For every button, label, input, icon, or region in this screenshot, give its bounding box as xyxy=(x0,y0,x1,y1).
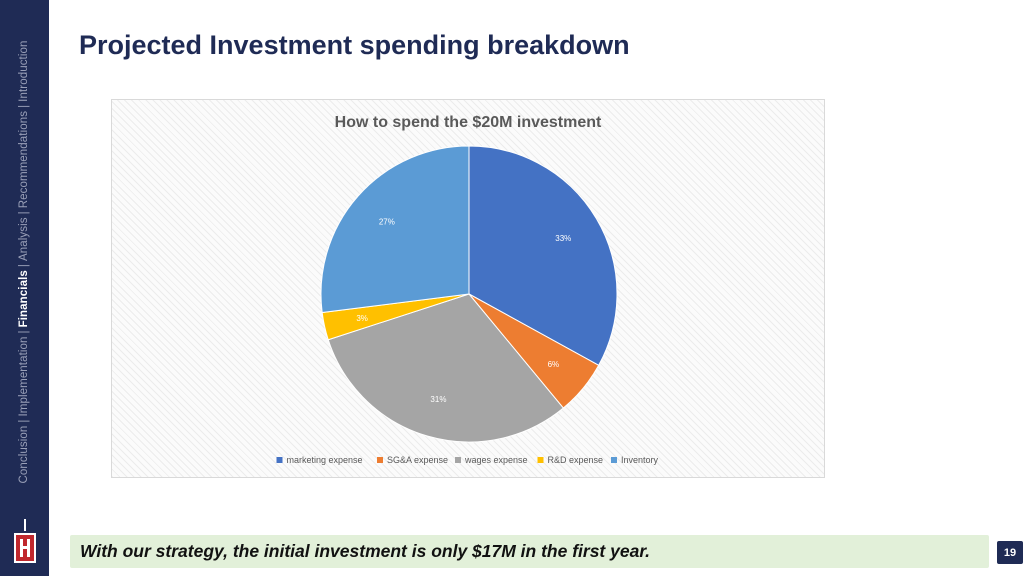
legend-swatch-sg-a-expense xyxy=(377,457,383,463)
pie-slice-marketing-expense xyxy=(468,145,618,366)
sidebar: Conclusion | Implementation | Financials | Ana… xyxy=(0,0,49,576)
data-label-inventory: 27% xyxy=(379,218,395,227)
pie-chart: How to spend the $20M investment 33% 6% 31… xyxy=(276,114,659,465)
nav-item-implementation[interactable]: Implementation xyxy=(18,336,30,417)
nav-separator: | xyxy=(18,264,30,268)
legend-label-wages-expense: wages expense xyxy=(464,455,528,465)
nav-separator: | xyxy=(18,419,30,423)
nav-item-recommendations[interactable]: Recommendations xyxy=(18,110,30,209)
nav-item-conclusion[interactable]: Conclusion xyxy=(18,425,30,484)
legend-swatch-wages-expense xyxy=(455,457,461,463)
data-label-sg-a-expense: 6% xyxy=(548,360,560,369)
data-label-r-d-expense: 3% xyxy=(356,314,368,323)
nav-separator: | xyxy=(18,211,30,215)
nav-item-analysis[interactable]: Analysis xyxy=(18,217,30,262)
nav-item-financials[interactable]: Financials xyxy=(18,270,30,328)
data-label-wages-expense: 31% xyxy=(430,395,446,404)
nav-item-introduction[interactable]: Introduction xyxy=(18,40,30,102)
takeaway-banner: With our strategy, the initial investmen… xyxy=(70,535,989,568)
sidebar-divider xyxy=(24,519,26,531)
legend-swatch-r-d-expense xyxy=(537,457,544,463)
legend-label-sg-a-expense: SG&A expense xyxy=(387,455,448,465)
page-number: 19 xyxy=(997,541,1023,564)
legend-label-marketing-expense: marketing expense xyxy=(287,455,363,465)
legend-label-inventory: Inventory xyxy=(621,455,659,465)
nav-separator: | xyxy=(18,330,30,334)
pie-slice-inventory xyxy=(320,145,470,314)
pie-slice-wages-expense xyxy=(327,293,565,443)
company-logo-icon xyxy=(14,533,36,563)
data-label-marketing-expense: 33% xyxy=(555,234,571,243)
chart-title: How to spend the $20M investment xyxy=(335,114,602,131)
page-title: Projected Investment spending breakdown xyxy=(79,30,630,60)
legend-label-r-d-expense: R&D expense xyxy=(548,455,604,465)
nav-separator: | xyxy=(18,104,30,108)
legend-swatch-inventory xyxy=(611,457,617,463)
legend-swatch-marketing-expense xyxy=(276,457,283,463)
chart-panel: How to spend the $20M investment 33% 6% 31… xyxy=(111,99,825,478)
takeaway-text: With our strategy, the initial investmen… xyxy=(80,541,651,561)
section-nav: Conclusion | Implementation | Financials | Ana… xyxy=(13,12,35,512)
